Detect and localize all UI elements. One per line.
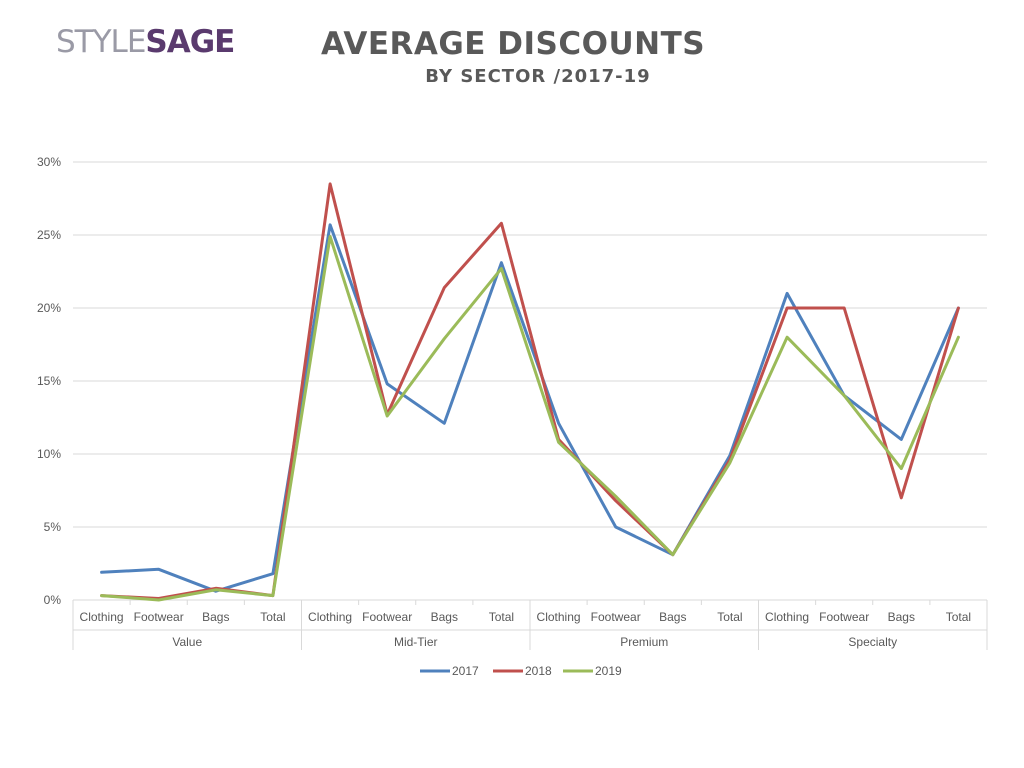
x-category-label: Total: [260, 610, 285, 624]
series-lines: [100, 182, 960, 602]
x-category-label: Bags: [659, 610, 686, 624]
brand-logo-sage: SAGE: [145, 24, 235, 60]
x-category-label: Total: [717, 610, 742, 624]
x-category-label: Clothing: [80, 610, 124, 624]
x-category-label: Clothing: [308, 610, 352, 624]
page-title: AVERAGE DISCOUNTS: [320, 26, 706, 62]
legend: 2017 2018 2019: [420, 664, 622, 678]
x-category-label: Footwear: [819, 610, 869, 624]
x-category-label: Total: [946, 610, 971, 624]
x-category-label: Bags: [431, 610, 458, 624]
y-tick-label: 30%: [37, 155, 61, 169]
x-group-label: Value: [172, 635, 202, 649]
series-line-2018: [100, 182, 960, 600]
legend-label-2019: 2019: [595, 664, 622, 678]
x-category-label: Total: [489, 610, 514, 624]
legend-label-2018: 2018: [525, 664, 552, 678]
x-group-label: Premium: [620, 635, 668, 649]
x-axis: Clothing Footwear Bags Total Clothing Footwea…: [72, 600, 988, 650]
x-category-label: Footwear: [591, 610, 641, 624]
x-category-label: Footwear: [362, 610, 412, 624]
y-tick-label: 20%: [37, 301, 61, 315]
y-tick-label: 0%: [44, 593, 62, 607]
y-axis: 0% 5% 10% 15% 20% 25% 30%: [37, 155, 61, 607]
x-category-label: Clothing: [537, 610, 581, 624]
y-tick-label: 5%: [44, 520, 62, 534]
series-line-2017: [100, 223, 960, 593]
x-group-label: Mid-Tier: [394, 635, 438, 649]
x-category-label: Bags: [888, 610, 915, 624]
legend-label-2017: 2017: [452, 664, 479, 678]
series-line-2019: [100, 235, 960, 602]
x-group-label: Specialty: [848, 635, 897, 649]
y-tick-label: 15%: [37, 374, 61, 388]
x-category-label: Footwear: [134, 610, 184, 624]
brand-logo-style: STYLE: [56, 24, 146, 60]
page-subtitle: BY SECTOR /2017-19: [425, 66, 651, 87]
y-tick-label: 25%: [37, 228, 61, 242]
x-category-label: Bags: [202, 610, 229, 624]
grid-lines: [73, 161, 987, 601]
brand-logo: STYLESAGE: [56, 24, 235, 60]
x-category-label: Clothing: [765, 610, 809, 624]
y-tick-label: 10%: [37, 447, 61, 461]
